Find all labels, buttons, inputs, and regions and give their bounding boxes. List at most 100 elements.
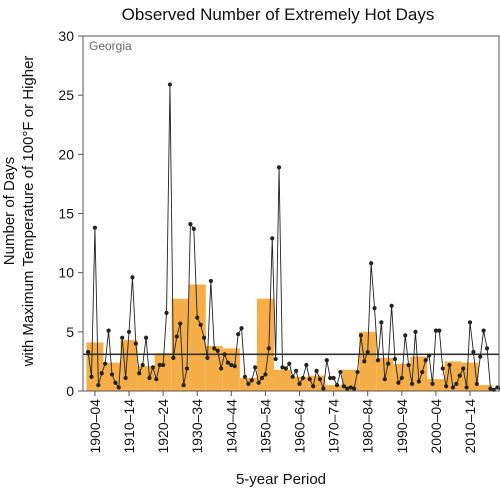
region-label: Georgia	[89, 39, 132, 53]
data-point-1922	[161, 362, 166, 368]
data-point-1968	[317, 377, 323, 382]
data-point-1993	[403, 333, 408, 338]
data-point-1974	[338, 369, 343, 375]
data-point-1914	[133, 341, 138, 346]
data-point-1907	[109, 372, 115, 377]
data-point-1931	[191, 226, 196, 231]
plot-frame	[82, 35, 500, 392]
data-point-1994	[406, 362, 411, 368]
data-point-1906	[106, 328, 111, 333]
data-point-1940	[222, 352, 227, 357]
data-point-1985	[375, 358, 381, 363]
x-tick-label-1940–44: 1940–44	[223, 399, 239, 454]
data-point-1929	[184, 366, 190, 371]
bar-2015–18	[478, 385, 493, 391]
data-point-1918	[147, 375, 152, 381]
data-point-1949	[253, 365, 258, 370]
data-point-1966	[311, 384, 316, 389]
data-point-2008	[454, 381, 459, 386]
data-point-1939	[218, 366, 224, 371]
data-point-1963	[300, 375, 306, 381]
line-layer	[86, 82, 500, 392]
data-point-1958	[283, 366, 288, 371]
bar-1930–34	[188, 284, 206, 391]
y-tick-label-15: 15	[58, 206, 74, 222]
data-point-1944	[236, 332, 241, 337]
x-tick-label-1960–64: 1960–64	[292, 399, 308, 454]
data-point-2001	[430, 381, 435, 386]
data-point-1953	[266, 346, 271, 351]
data-point-1987	[382, 377, 387, 382]
data-point-1971	[328, 375, 333, 381]
data-point-2013	[471, 349, 476, 355]
x-axis-label: 5-year Period	[236, 471, 326, 488]
data-point-1970	[324, 358, 329, 363]
data-point-1910	[120, 335, 125, 340]
bar-1900–04	[86, 342, 104, 391]
x-tick-label-1930–34: 1930–34	[189, 399, 205, 454]
x-tick-label-2010–14: 2010–14	[462, 399, 478, 454]
data-point-1955	[273, 356, 278, 362]
data-point-1941	[225, 360, 231, 365]
data-point-1972	[331, 375, 336, 381]
data-point-2005	[444, 384, 449, 389]
bar-1980–84	[359, 331, 377, 391]
data-point-1959	[287, 361, 292, 366]
data-point-1909	[116, 385, 121, 390]
data-point-1995	[409, 381, 415, 386]
data-point-2000	[426, 353, 432, 358]
y-ticks: 0 5 10 15 20 25 30	[58, 28, 83, 399]
chart-title: Observed Number of Extremely Hot Days	[122, 5, 435, 24]
data-point-1921	[157, 362, 162, 368]
data-point-1938	[215, 348, 220, 353]
data-point-1905	[103, 361, 108, 366]
x-tick-label-1900–04: 1900–04	[87, 399, 103, 454]
data-point-1947	[246, 381, 251, 386]
data-point-1928	[181, 382, 186, 388]
data-point-1952	[263, 372, 268, 377]
data-point-2016	[481, 328, 486, 333]
x-tick-label-1980–84: 1980–84	[360, 399, 376, 454]
data-point-1904	[99, 371, 104, 376]
data-point-1924	[167, 82, 173, 87]
bar-1955–59	[273, 369, 291, 391]
y-axis-label-line2: with Maximum Temperature of 100°F or Hig…	[20, 56, 37, 368]
data-point-1934	[201, 335, 207, 340]
data-point-1926	[174, 334, 179, 339]
data-point-1915	[137, 371, 142, 376]
data-point-1984	[372, 306, 377, 311]
data-point-1916	[140, 362, 145, 368]
data-point-2009	[457, 373, 462, 378]
data-point-1981	[362, 359, 367, 364]
data-point-1901	[89, 374, 94, 379]
data-point-1999	[423, 358, 428, 363]
data-point-2004	[440, 366, 445, 371]
y-tick-label-20: 20	[58, 146, 74, 162]
data-point-2015	[478, 354, 483, 359]
data-point-2003	[437, 328, 442, 333]
data-point-1900	[86, 349, 91, 355]
data-point-1997	[416, 379, 421, 384]
data-point-1927	[178, 321, 183, 326]
data-point-1942	[229, 362, 234, 368]
bar-1995–99	[410, 356, 428, 391]
data-point-1978	[351, 386, 357, 391]
data-point-1988	[386, 361, 391, 366]
bar-2000–04	[427, 379, 445, 391]
data-point-1991	[396, 380, 401, 385]
data-point-2017	[484, 346, 490, 351]
annual-series-line	[87, 84, 500, 391]
y-axis-label-line1: Number of Days	[1, 157, 18, 265]
x-tick-label-1910–14: 1910–14	[121, 399, 137, 454]
data-point-1903	[96, 382, 101, 388]
bar-1920–24	[154, 353, 172, 391]
x-tick-label-1990–94: 1990–94	[394, 399, 410, 454]
data-point-1917	[143, 335, 149, 340]
data-point-1908	[113, 380, 118, 385]
bar-1915–19	[137, 366, 155, 391]
data-point-1902	[92, 225, 98, 230]
data-point-2010	[461, 366, 466, 371]
data-point-1975	[341, 384, 346, 389]
data-point-2012	[467, 320, 473, 325]
